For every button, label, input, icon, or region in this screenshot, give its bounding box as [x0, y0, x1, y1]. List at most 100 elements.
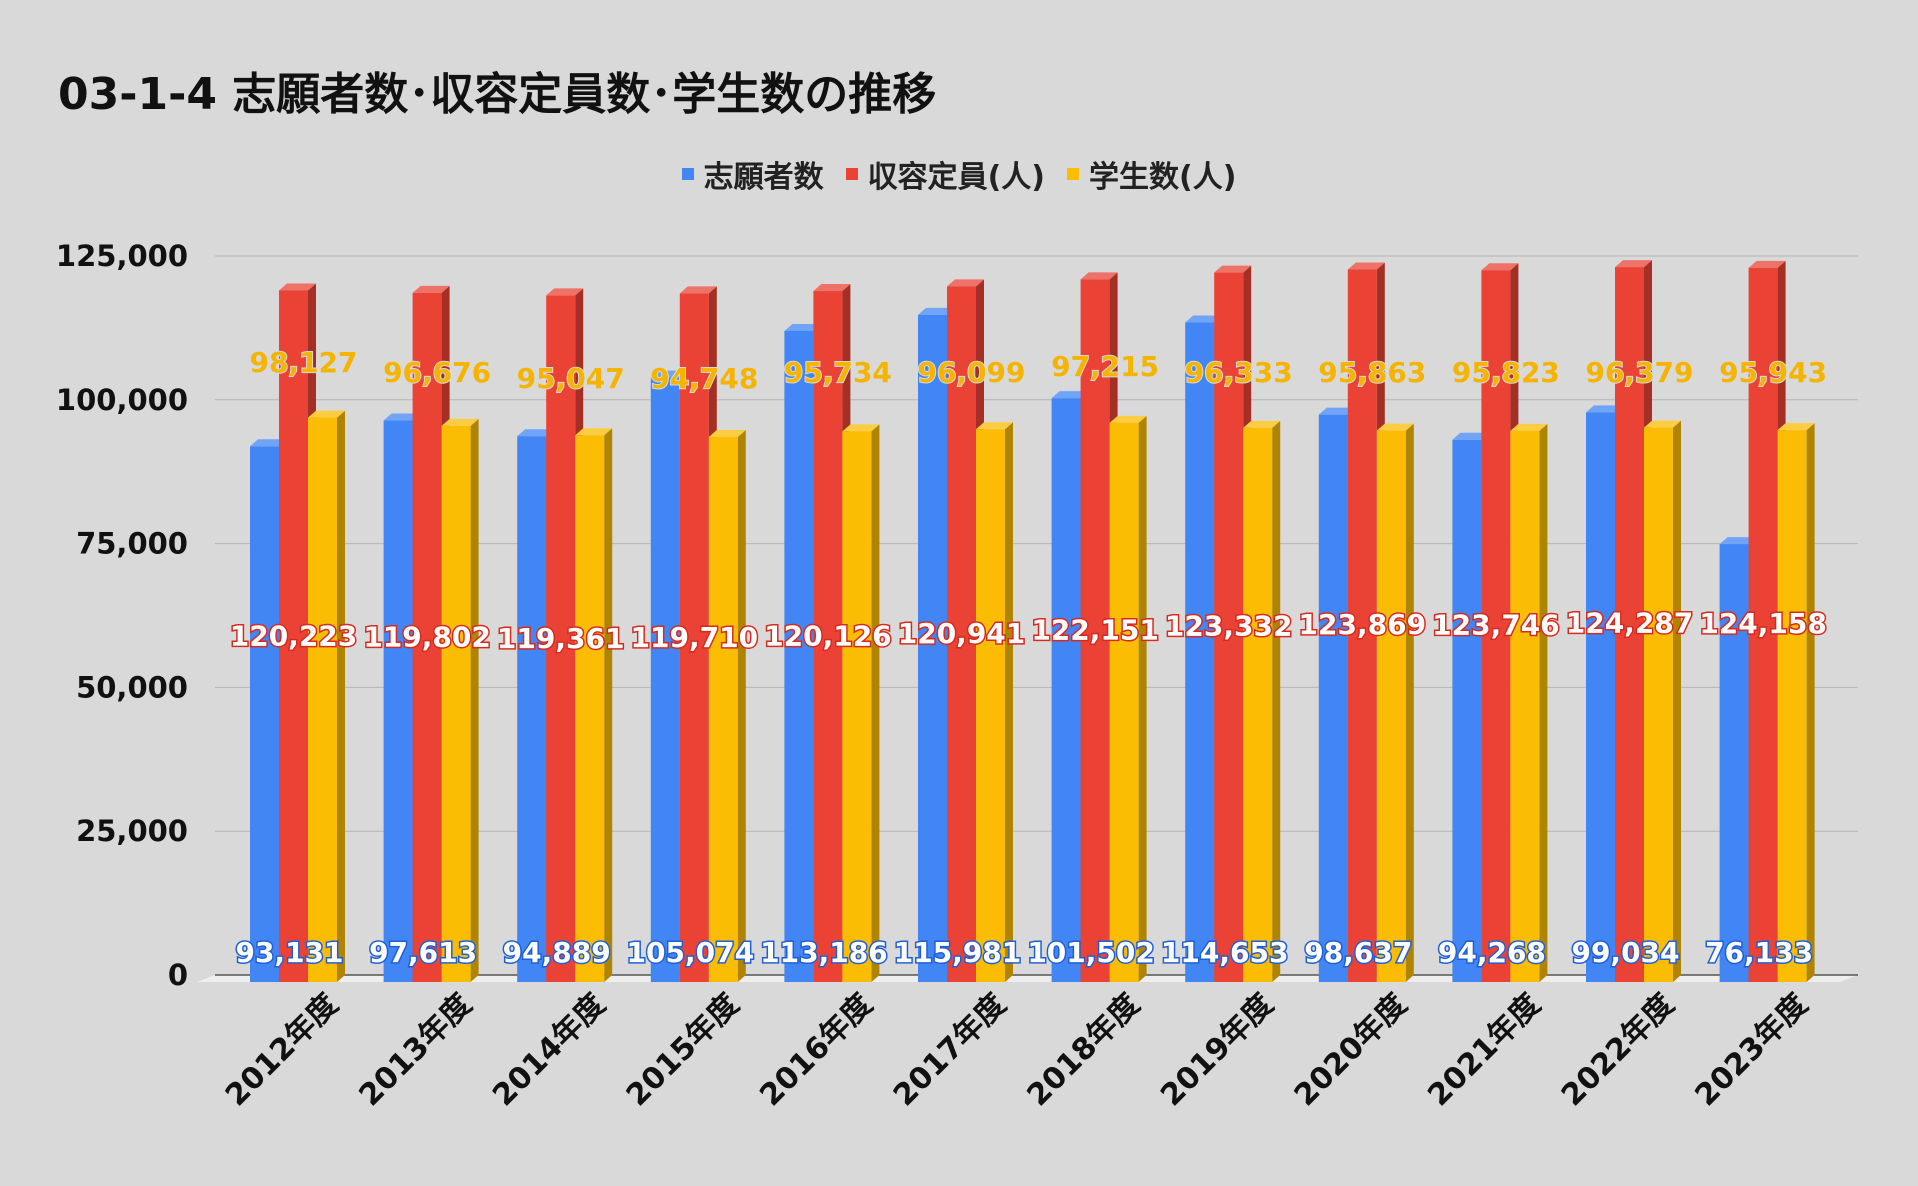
data-label-capacity: 120,941: [898, 617, 1026, 650]
bar-top-students: [976, 422, 1013, 430]
bar-top-capacity: [813, 284, 851, 292]
bar-applicants: [1719, 544, 1749, 982]
bar-side-students: [1539, 423, 1548, 982]
legend-label-students: 学生数(人): [1089, 160, 1237, 195]
data-label-students: 95,734: [784, 356, 892, 389]
bar-top-students: [575, 428, 613, 436]
bar-students: [842, 431, 872, 983]
data-label-capacity: 122,151: [1031, 613, 1159, 646]
bar-applicants: [383, 420, 413, 982]
data-label-capacity: 124,287: [1566, 607, 1694, 640]
bar-side-students: [1673, 420, 1681, 982]
bar-applicants: [918, 314, 947, 982]
bar-capacity: [947, 286, 976, 982]
bar-students: [1376, 430, 1406, 982]
y-tick-label: 100,000: [56, 383, 188, 417]
bar-top-capacity: [1214, 265, 1252, 273]
legend-swatch-students: [1067, 168, 1079, 180]
x-tick-label: 2021年度: [1421, 987, 1547, 1113]
bar-top-capacity: [1615, 260, 1652, 268]
y-tick-label: 125,000: [56, 239, 188, 273]
y-tick-label: 0: [168, 958, 188, 992]
bar-capacity: [279, 290, 308, 982]
bar-capacity: [1481, 270, 1511, 982]
x-tick-label: 2022年度: [1555, 987, 1681, 1113]
data-label-capacity: 119,361: [497, 622, 625, 655]
bar-side-students: [337, 410, 345, 982]
data-label-applicants: 94,889: [503, 936, 611, 969]
x-tick-label: 2012年度: [219, 987, 345, 1113]
bar-top-applicants: [784, 323, 822, 331]
bar-top-students: [1243, 420, 1281, 428]
data-label-students: 95,047: [517, 362, 625, 395]
bar-top-students: [708, 430, 746, 438]
bar-applicants: [517, 436, 547, 982]
bar-students: [1243, 427, 1273, 982]
bar-students: [1777, 430, 1807, 982]
bar-capacity: [1748, 267, 1778, 983]
bar-top-applicants: [250, 439, 287, 447]
bar-applicants: [1185, 322, 1215, 982]
data-label-students: 94,748: [650, 362, 758, 395]
data-label-students: 96,379: [1585, 356, 1693, 389]
bar-top-capacity: [1080, 272, 1118, 280]
data-label-applicants: 99,034: [1571, 936, 1679, 969]
bar-capacity: [679, 293, 709, 982]
bar-top-capacity: [1748, 260, 1786, 268]
data-label-students: 95,863: [1318, 356, 1426, 389]
data-label-applicants: 105,074: [627, 936, 755, 969]
data-label-students: 97,215: [1051, 350, 1159, 383]
bar-top-capacity: [947, 279, 984, 287]
bar-capacity: [813, 291, 843, 982]
bar-capacity: [1214, 272, 1244, 982]
legend-swatch-applicants: [681, 168, 694, 180]
bar-top-students: [1777, 423, 1815, 431]
bar-students: [708, 437, 738, 982]
bar-side-students: [1005, 422, 1013, 983]
y-tick-label: 25,000: [76, 814, 188, 848]
bar-top-applicants: [918, 307, 955, 315]
x-tick-label: 2013年度: [353, 987, 479, 1113]
bar-top-applicants: [650, 370, 688, 378]
data-label-capacity: 120,223: [230, 619, 358, 652]
data-label-capacity: 123,869: [1299, 608, 1427, 641]
bar-top-capacity: [1481, 263, 1519, 271]
bar-applicants: [784, 330, 814, 983]
bar-top-applicants: [1452, 432, 1490, 440]
data-label-students: 96,099: [917, 356, 1025, 389]
bar-side-students: [1272, 420, 1281, 982]
data-label-students: 95,823: [1452, 356, 1560, 389]
data-label-applicants: 76,133: [1705, 936, 1813, 969]
bar-top-applicants: [1318, 407, 1356, 415]
data-label-students: 98,127: [249, 346, 357, 379]
bar-top-capacity: [546, 288, 584, 296]
bar-side-students: [871, 424, 880, 983]
bar-side-students: [1138, 415, 1147, 982]
bar-applicants: [1318, 414, 1348, 982]
legend-item-students: 学生数(人): [1067, 152, 1236, 196]
data-label-students: 95,943: [1719, 356, 1827, 389]
data-label-capacity: 119,710: [631, 621, 759, 654]
data-label-students: 96,676: [383, 356, 491, 389]
bar-applicants: [650, 377, 680, 982]
legend-item-applicants: 志願者数: [681, 152, 824, 196]
bar-applicants: [1452, 439, 1482, 982]
data-label-capacity: 123,746: [1432, 608, 1560, 641]
data-label-capacity: 123,332: [1165, 610, 1293, 643]
x-tick-label: 2019年度: [1154, 987, 1280, 1113]
data-label-capacity: 120,126: [764, 620, 892, 653]
bar-top-capacity: [412, 285, 450, 293]
x-tick-label: 2016年度: [753, 987, 879, 1113]
data-label-applicants: 97,613: [369, 936, 477, 969]
x-tick-label: 2017年度: [887, 987, 1013, 1113]
bar-top-capacity: [1347, 262, 1385, 270]
bar-top-applicants: [383, 413, 421, 421]
bar-top-applicants: [1051, 391, 1089, 399]
bar-capacity: [1615, 267, 1644, 982]
bar-top-students: [441, 418, 479, 426]
x-tick-label: 2015年度: [620, 987, 746, 1113]
bar-top-students: [1376, 423, 1414, 431]
bar-capacity: [1080, 279, 1110, 982]
bar-top-students: [308, 410, 345, 418]
